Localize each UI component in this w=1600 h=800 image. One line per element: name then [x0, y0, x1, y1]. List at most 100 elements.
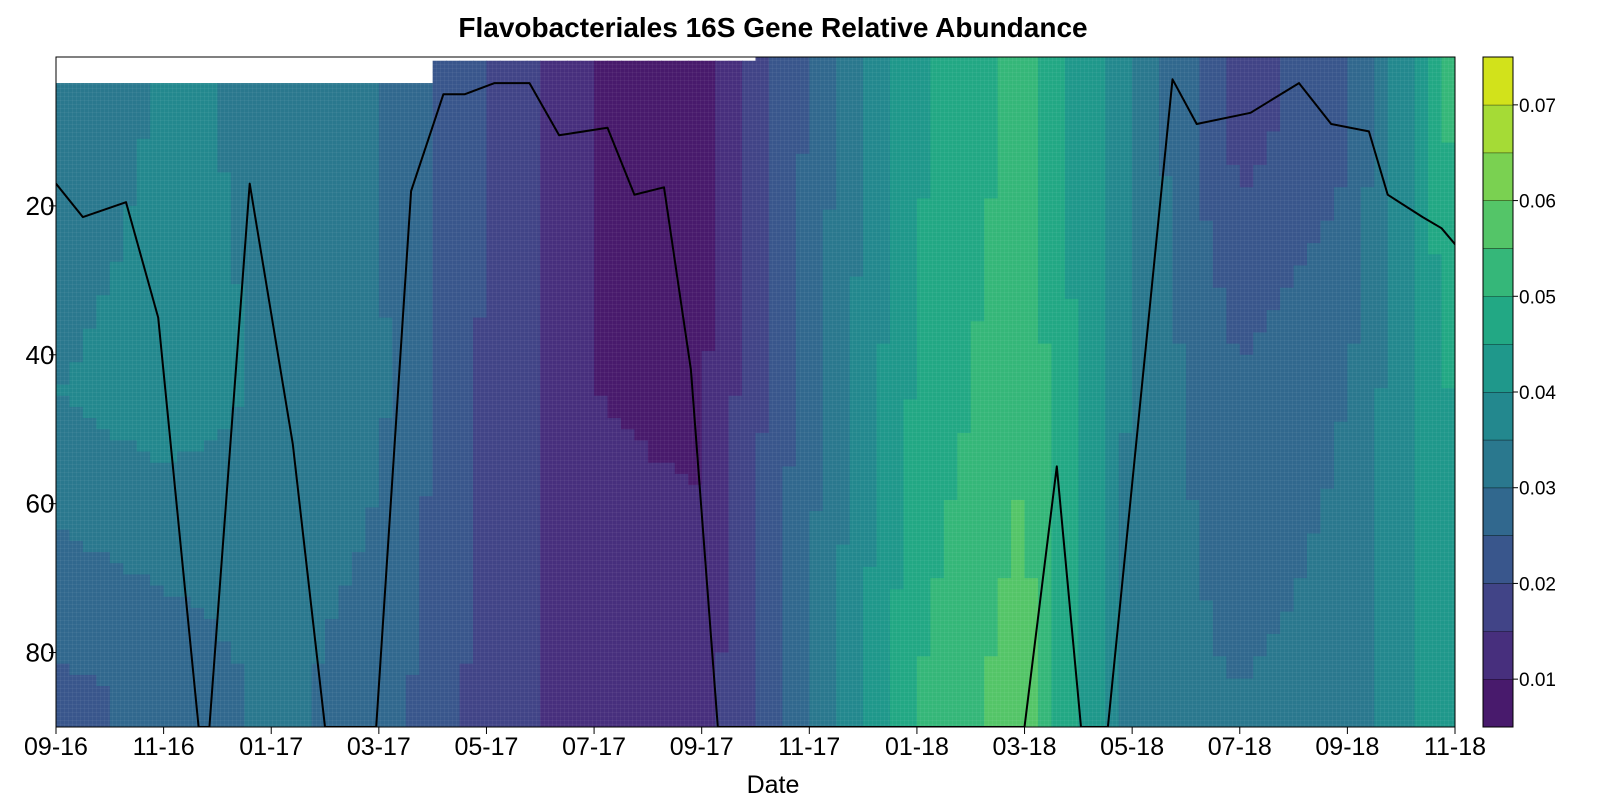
heatmap-cell [446, 596, 461, 609]
heatmap-cell [580, 552, 595, 564]
heatmap-cell [338, 105, 353, 118]
heatmap-cell [473, 384, 488, 397]
heatmap-cell [836, 455, 851, 468]
heatmap-cell [863, 354, 878, 367]
heatmap-cell [1145, 455, 1160, 468]
heatmap-cell [1064, 656, 1079, 669]
heatmap-cell [190, 284, 205, 296]
heatmap-cell [459, 127, 474, 140]
heatmap-cell [96, 652, 111, 665]
heatmap-cell [177, 328, 192, 341]
heatmap-cell [594, 71, 609, 84]
heatmap-cell [150, 205, 165, 218]
heatmap-cell [782, 75, 797, 88]
heatmap-cell [230, 630, 245, 642]
heatmap-cell [473, 585, 488, 598]
heatmap-cell [203, 440, 219, 453]
heatmap-cell [446, 652, 461, 665]
heatmap-cell [661, 462, 676, 475]
heatmap-cell [836, 633, 851, 646]
heatmap-cell [1159, 522, 1174, 535]
heatmap-cell [298, 473, 313, 486]
heatmap-cell [446, 540, 461, 553]
heatmap-cell [298, 418, 313, 430]
heatmap-cell [271, 496, 286, 508]
heatmap-cell [903, 633, 918, 646]
heatmap-cell [392, 127, 407, 140]
heatmap-cell [446, 295, 461, 307]
heatmap-cell [1078, 276, 1093, 289]
heatmap-cell [809, 209, 824, 222]
heatmap-cell [1091, 410, 1106, 423]
heatmap-cell [325, 205, 340, 218]
heatmap-cell [903, 220, 918, 233]
heatmap-cell [594, 619, 609, 631]
heatmap-cell [916, 97, 931, 110]
heatmap-cell [849, 455, 864, 468]
heatmap-cell [392, 607, 407, 620]
heatmap-cell [930, 466, 945, 479]
heatmap-cell [728, 205, 743, 218]
heatmap-cell [607, 161, 622, 173]
heatmap-cell [419, 686, 434, 698]
heatmap-cell [540, 719, 555, 727]
heatmap-cell [809, 243, 824, 255]
heatmap-cell [903, 209, 918, 222]
heatmap-cell [647, 138, 662, 151]
heatmap-cell [513, 373, 528, 386]
heatmap-cell [594, 585, 609, 598]
heatmap-cell [674, 83, 689, 95]
heatmap-cell [863, 332, 878, 345]
heatmap-cell [1091, 75, 1106, 88]
heatmap-cell [580, 71, 595, 84]
heatmap-cell [836, 97, 851, 110]
heatmap-cell [338, 116, 353, 129]
heatmap-cell [1011, 522, 1026, 535]
heatmap-cell [271, 596, 286, 609]
heatmap-cell [728, 228, 743, 240]
heatmap-cell [1172, 254, 1187, 267]
heatmap-cell [849, 544, 864, 557]
heatmap-cell [499, 418, 514, 430]
heatmap-cell [957, 678, 972, 691]
heatmap-cell [782, 209, 797, 222]
heatmap-cell [890, 589, 905, 602]
heatmap-cell [970, 678, 985, 691]
heatmap-cell [809, 109, 824, 121]
heatmap-cell [378, 328, 393, 341]
heatmap-cell [513, 395, 528, 408]
heatmap-cell [56, 339, 71, 352]
heatmap-cell [217, 429, 232, 441]
heatmap-cell [661, 552, 676, 564]
heatmap-cell [957, 410, 972, 423]
heatmap-cell [849, 176, 864, 188]
heatmap-cell [163, 83, 178, 95]
heatmap-cell [378, 150, 393, 162]
heatmap-cell [203, 205, 219, 218]
heatmap-cell [553, 250, 568, 263]
heatmap-cell [580, 619, 595, 631]
heatmap-cell [432, 619, 447, 631]
heatmap-cell [822, 209, 837, 222]
heatmap-cell [661, 362, 676, 374]
heatmap-cell [822, 477, 837, 490]
heatmap-cell [728, 138, 743, 151]
heatmap-cell [432, 217, 447, 229]
heatmap-cell [836, 712, 851, 724]
heatmap-cell [661, 518, 676, 531]
heatmap-cell [782, 354, 797, 367]
heatmap-cell [836, 231, 851, 244]
heatmap-cell [1011, 75, 1026, 88]
heatmap-cell [432, 652, 447, 665]
heatmap-cell [580, 172, 595, 185]
heatmap-cell [742, 105, 757, 118]
heatmap-cell [473, 317, 488, 330]
heatmap-cell [513, 150, 528, 162]
heatmap-cell [916, 377, 931, 389]
heatmap-cell [284, 619, 299, 631]
heatmap-cell [378, 228, 393, 240]
heatmap-cell [728, 60, 743, 73]
heatmap-cell [1078, 432, 1093, 445]
heatmap-cell [742, 641, 757, 654]
heatmap-cell [701, 619, 716, 631]
